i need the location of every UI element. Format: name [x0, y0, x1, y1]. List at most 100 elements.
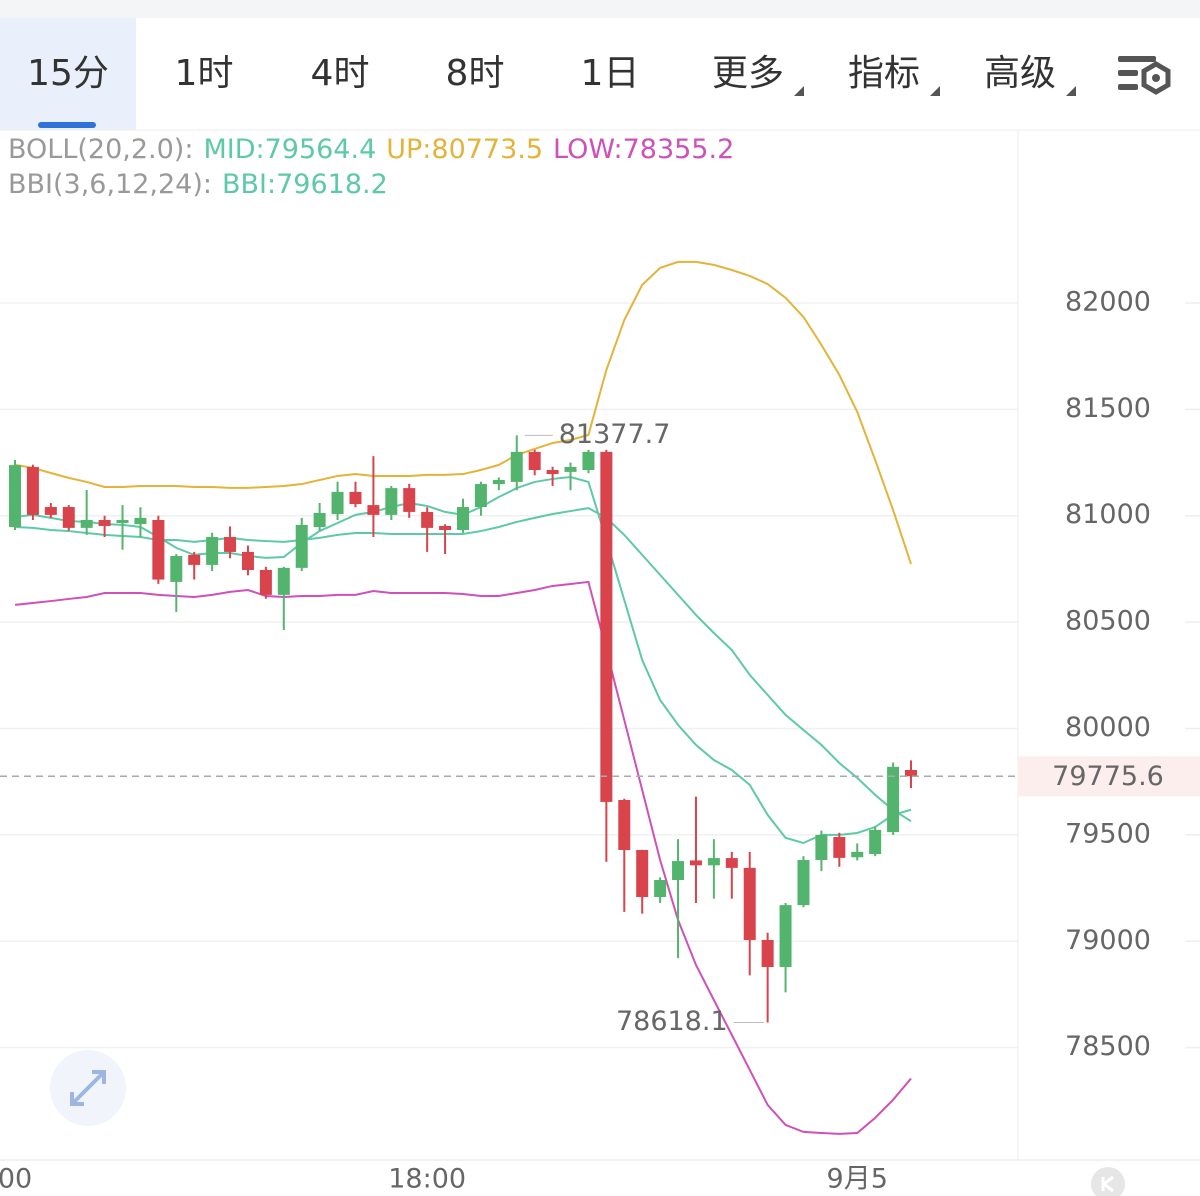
settings-icon[interactable]: [1118, 56, 1171, 95]
indicator-label: BBI(3,6,12,24):: [8, 169, 212, 200]
candle-body: [259, 570, 272, 595]
indicator-line: [14, 580, 912, 1135]
candle-body: [672, 861, 685, 880]
candle-body: [457, 507, 469, 530]
tab[interactable]: 指标: [848, 53, 920, 94]
candle-body: [170, 555, 183, 582]
candle-body: [421, 511, 434, 528]
tab[interactable]: 15分: [27, 53, 109, 94]
tab[interactable]: 1时: [175, 53, 234, 94]
candle-body: [116, 520, 129, 523]
candle-body: [833, 837, 846, 858]
candle-body: [313, 512, 326, 528]
candle-body: [277, 567, 290, 595]
candle-body: [492, 480, 505, 485]
candle-body: [528, 451, 541, 470]
expand-icon: [70, 1070, 106, 1106]
candle-body: [815, 834, 828, 860]
legend-value: 78355.2: [623, 134, 735, 165]
icon-bar: [1118, 70, 1138, 76]
candle-body: [349, 491, 362, 505]
candle-body: [779, 905, 792, 968]
low-label: 78618.1: [616, 1006, 728, 1037]
tab[interactable]: 更多: [712, 53, 784, 94]
y-tick-label: 78500: [1065, 1031, 1151, 1062]
candle-body: [689, 860, 702, 866]
active-tab-bg: [0, 18, 136, 130]
candle-body: [188, 554, 201, 565]
candle-body: [743, 867, 756, 940]
candle-body: [618, 800, 631, 850]
x-tick-label: 18:00: [388, 1164, 466, 1195]
candle-body: [869, 830, 882, 855]
candle-body: [62, 507, 75, 528]
candle-body: [761, 940, 774, 968]
y-tick-label: 82000: [1065, 286, 1151, 317]
legend-name: LOW:: [553, 134, 623, 165]
indicator-label: BOLL(20,2.0):: [8, 134, 193, 165]
k-icon: [1101, 1175, 1114, 1193]
x-tick-label: 00: [0, 1164, 32, 1195]
high-label: 81377.7: [559, 419, 671, 450]
legend-value: 80773.5: [431, 134, 543, 165]
candle-body: [600, 451, 613, 802]
legend-name: UP:: [386, 134, 431, 165]
candle-body: [546, 470, 559, 475]
y-tick-label: 81500: [1065, 393, 1151, 424]
candle-body: [636, 850, 649, 898]
indicator-legend: BOLL(20,2.0): MID:79564.4 UP:80773.5 LOW:78…: [8, 134, 734, 165]
dropdown-caret: [930, 86, 940, 96]
candle-body: [385, 488, 398, 515]
candle-body: [887, 766, 900, 833]
candle-body: [564, 467, 577, 472]
indicator-legend: BBI(3,6,12,24): BBI:79618.2: [8, 169, 388, 200]
tab[interactable]: 高级: [984, 53, 1056, 94]
candle-body: [295, 524, 308, 568]
candle-body: [331, 491, 344, 515]
candle-body: [224, 537, 237, 552]
candle-body: [26, 467, 39, 515]
y-tick-label: 80500: [1065, 606, 1151, 637]
candle-body: [44, 507, 57, 515]
candle-body: [474, 484, 487, 508]
active-tab-indicator: [38, 122, 96, 128]
candle-body: [797, 860, 810, 906]
indicator-line: [14, 260, 912, 565]
tab[interactable]: 4时: [311, 53, 370, 94]
icon-bar: [1118, 56, 1156, 62]
legend-name: BBI:: [222, 169, 276, 200]
candle-body: [241, 551, 254, 570]
candle-body: [98, 520, 111, 526]
candle-body: [851, 851, 864, 858]
icon-dot: [1152, 74, 1160, 82]
y-tick-label: 80000: [1065, 712, 1151, 743]
candle-body: [654, 880, 667, 898]
candle-body: [206, 537, 219, 565]
legend-name: MID:: [203, 134, 264, 165]
y-tick-label: 79000: [1065, 925, 1151, 956]
last-price-label: 79775.6: [1052, 761, 1164, 792]
candle-body: [707, 858, 720, 866]
candle-body: [582, 451, 595, 470]
candle-body: [439, 525, 452, 530]
icon-hex: [1141, 61, 1171, 95]
candle-body: [367, 505, 380, 515]
icon-bar: [1118, 84, 1138, 90]
y-tick-label: 81000: [1065, 499, 1151, 530]
dropdown-caret: [794, 86, 804, 96]
candle-body: [510, 451, 523, 482]
candle-body: [134, 517, 147, 525]
dropdown-caret: [1066, 86, 1076, 96]
last-price-box: [1018, 756, 1200, 797]
candle-body: [725, 858, 738, 868]
y-tick-label: 79500: [1065, 818, 1151, 849]
x-tick-label: 9月5: [827, 1164, 888, 1195]
tab[interactable]: 1日: [581, 53, 640, 94]
tab[interactable]: 8时: [446, 53, 505, 94]
candle-body: [403, 488, 416, 512]
legend-value: 79564.4: [265, 134, 377, 165]
indicator-line: [14, 507, 912, 823]
candle-body: [905, 770, 917, 777]
